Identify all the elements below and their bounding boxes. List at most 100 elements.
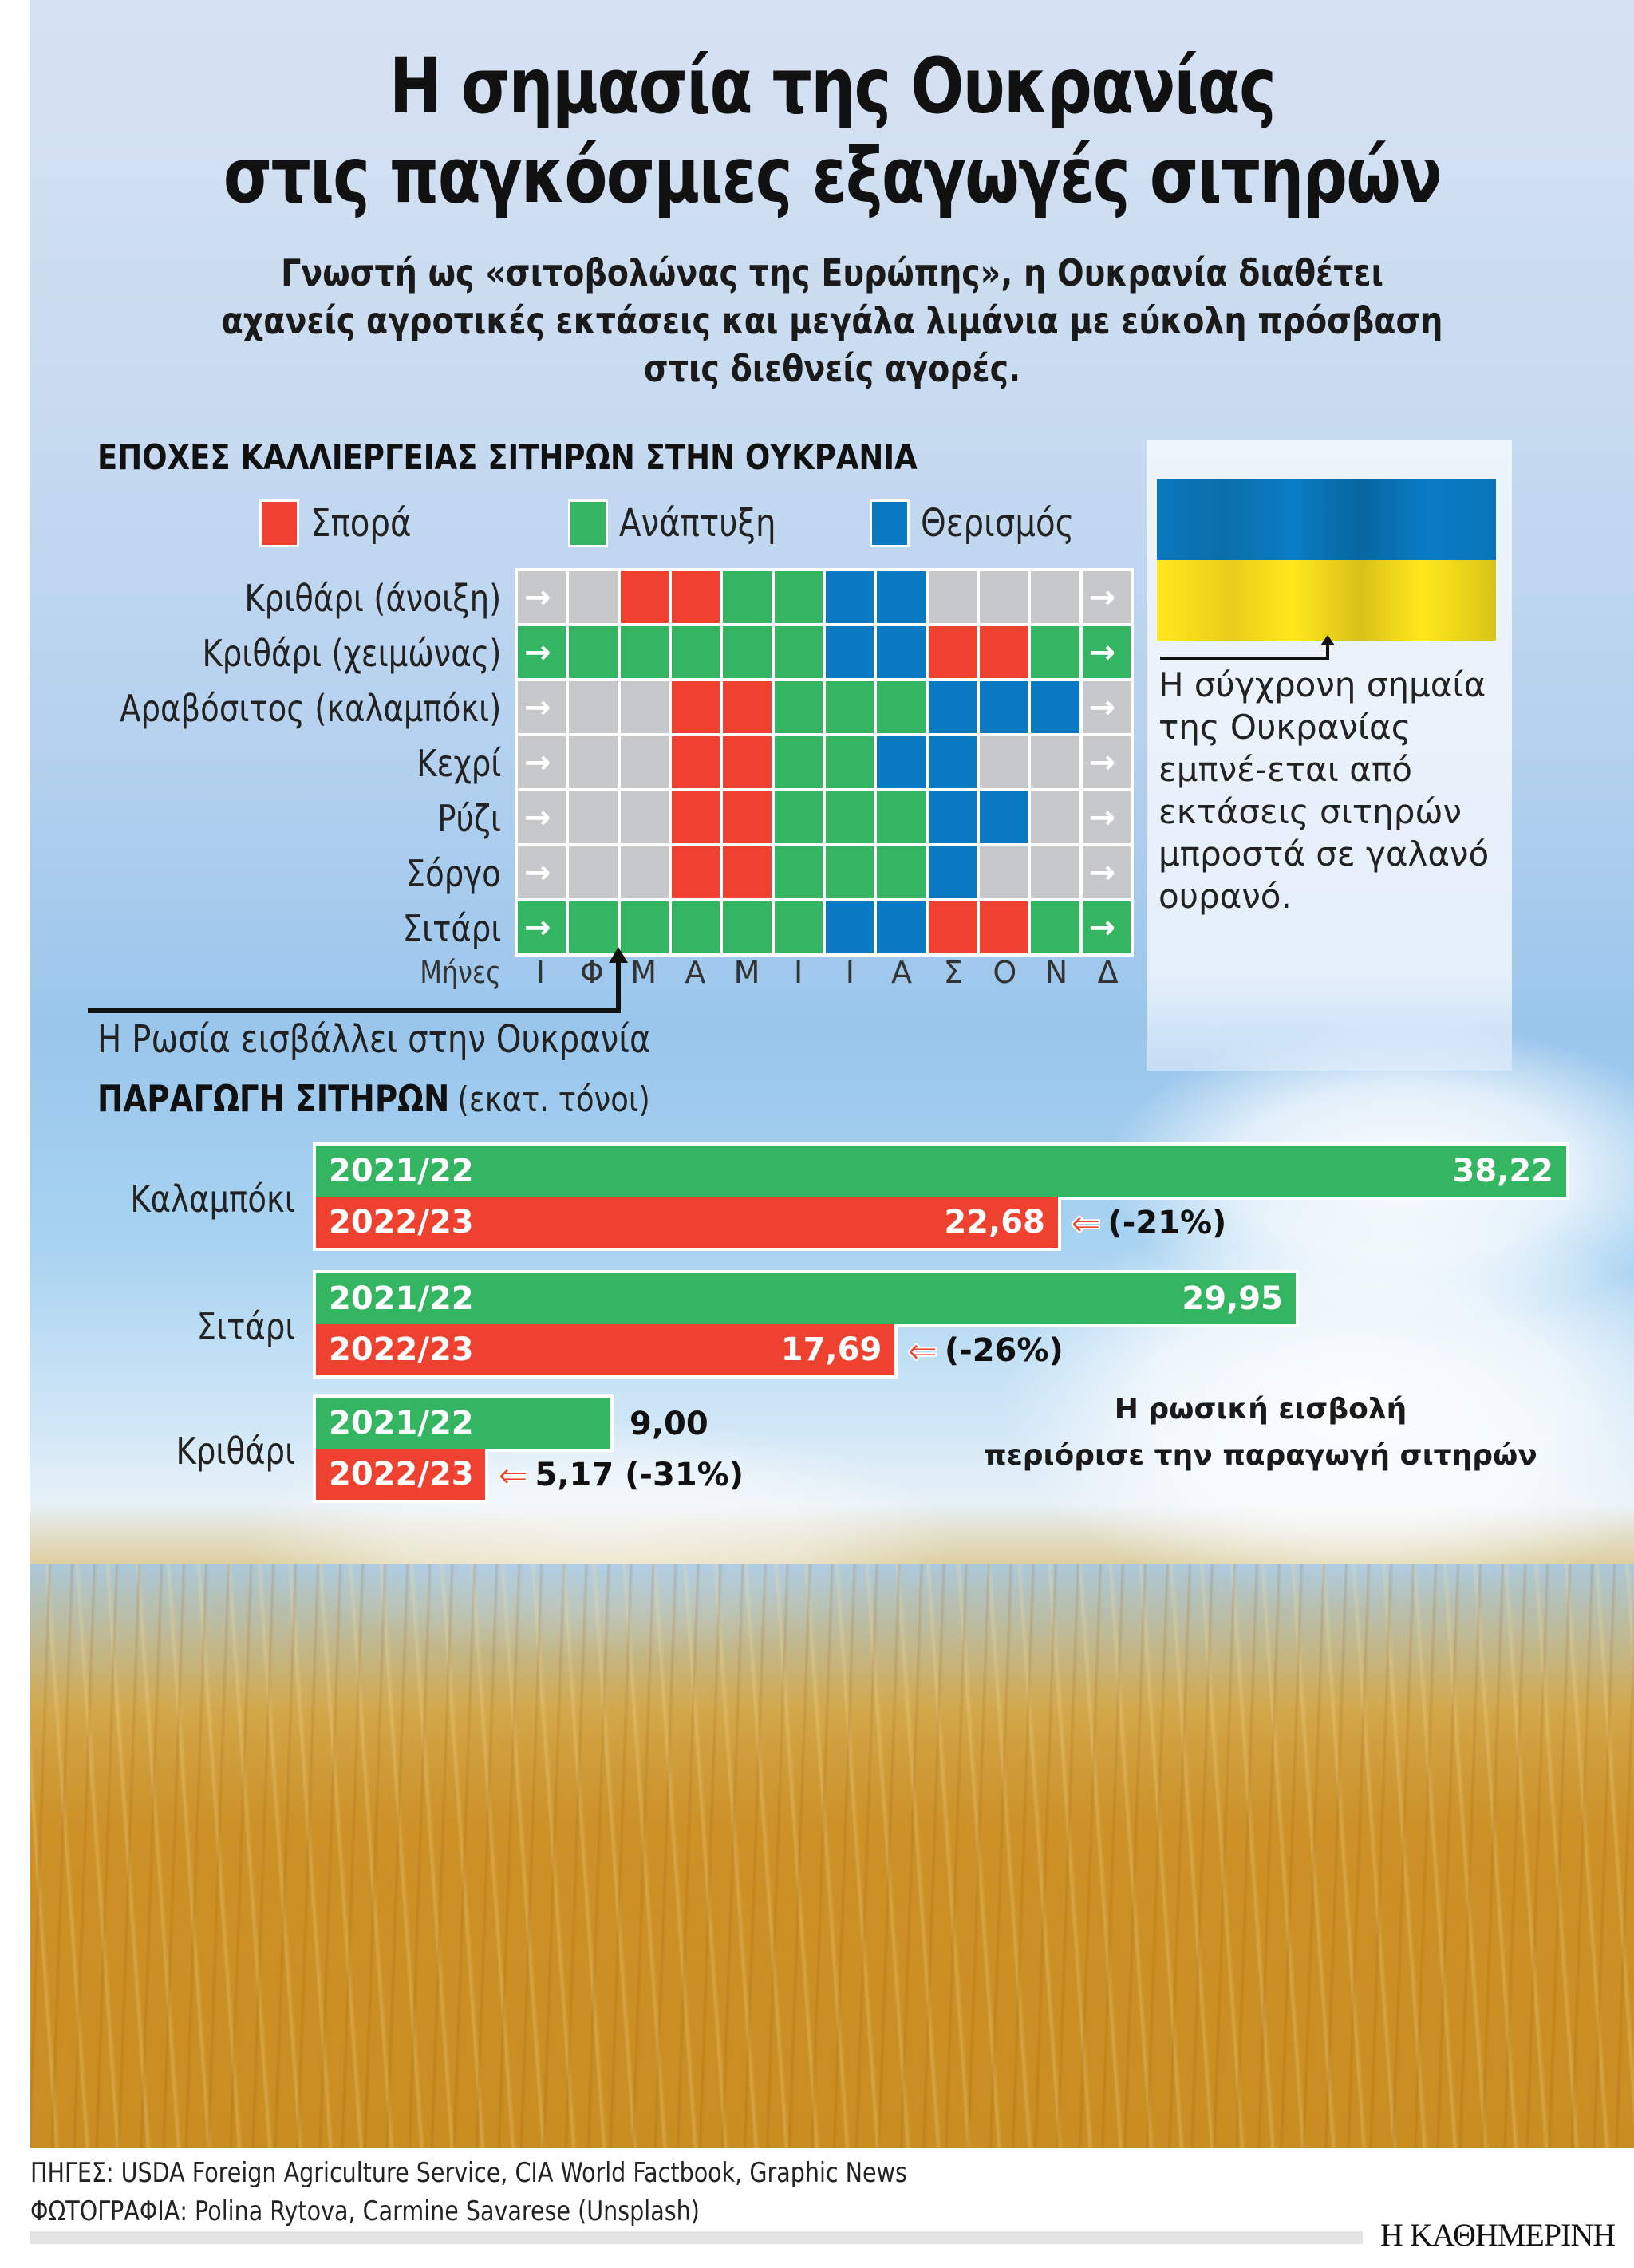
ukraine-flag-image	[1157, 479, 1496, 641]
calendar-cell	[723, 901, 772, 953]
calendar-cell	[620, 901, 669, 953]
bar-2021-22: 2021/22 38,22	[316, 1146, 1567, 1197]
calendar-cell: →	[518, 626, 566, 678]
legend-label-growth: Ανάπτυξη	[619, 501, 776, 546]
production-title-bold: ΠΑΡΑΓΩΓΗ ΣΙΤΗΡΩΝ	[97, 1077, 450, 1120]
calendar-cell	[825, 791, 874, 843]
bar-wrapper: 2022/23	[313, 1449, 488, 1503]
arrow-right-icon: →	[1088, 854, 1116, 891]
calendar-cell	[825, 626, 874, 678]
month-tick: Ι	[845, 955, 854, 990]
legend-label-sowing: Σπορά	[310, 501, 412, 546]
change-percent: 5,17 (-31%)	[535, 1457, 744, 1493]
month-tick: Μ	[630, 955, 657, 990]
bar-season-label: 2022/23	[329, 1204, 474, 1240]
calendar-cell	[979, 736, 1028, 788]
crop-label: Σόργο	[405, 852, 501, 895]
change-indicator: ⇐ (-21%)	[1070, 1201, 1227, 1245]
calendar-cell	[723, 681, 772, 733]
calendar-cell	[928, 846, 977, 898]
calendar-cell	[1031, 901, 1079, 953]
calendar-cell: →	[1082, 846, 1131, 898]
calendar-cell	[928, 681, 977, 733]
flag-pointer-line	[1326, 641, 1329, 660]
calendar-cell	[569, 626, 618, 678]
calendar-cell	[979, 681, 1028, 733]
crop-label: Σιτάρι	[402, 907, 501, 950]
arrow-right-icon: →	[524, 744, 551, 781]
footer-credits: ΠΗΓΕΣ: USDA Foreign Agriculture Service,…	[30, 2154, 907, 2231]
bar-value: 38,22	[1452, 1153, 1554, 1189]
calendar-cell	[723, 846, 772, 898]
calendar-cell	[979, 571, 1028, 623]
month-tick: Ν	[1044, 955, 1068, 990]
calendar-cell	[1031, 846, 1079, 898]
calendar-cell	[825, 901, 874, 953]
arrow-right-icon: →	[1088, 744, 1116, 781]
change-percent: (-26%)	[944, 1332, 1064, 1369]
months-axis-label: Μήνες	[420, 955, 501, 990]
calendar-cell	[877, 791, 926, 843]
calendar-cell: →	[518, 571, 566, 623]
calendar-cell	[877, 901, 926, 953]
calendar-cell	[877, 736, 926, 788]
flag-caption: Η σύγχρονη σημαία της Ουκρανίας εμπνέ-ετ…	[1158, 665, 1490, 916]
calendar-cell	[774, 846, 823, 898]
calendar-cell	[979, 626, 1028, 678]
calendar-cell	[774, 791, 823, 843]
calendar-cell	[620, 791, 669, 843]
calendar-cell	[825, 736, 874, 788]
publisher-logo: Η ΚΑΘΗΜΕΡΙΝΗ	[1380, 2217, 1616, 2253]
calendar-cell	[1031, 626, 1079, 678]
bar-value: 9,00	[630, 1406, 708, 1442]
arrow-right-icon: →	[524, 578, 551, 616]
arrow-right-icon: →	[524, 799, 551, 836]
bar-2021-22: 2021/22	[316, 1398, 610, 1449]
arrow-right-icon: →	[1088, 633, 1116, 671]
arrow-right-icon: →	[524, 854, 551, 891]
calendar-cell: →	[1082, 681, 1131, 733]
calendar-cell	[620, 571, 669, 623]
note-line-2: περιόρισε την παραγωγή σιτηρών	[984, 1439, 1537, 1472]
calendar-cell: →	[518, 901, 566, 953]
legend-swatch-harvest	[870, 499, 910, 547]
month-tick: Σ	[943, 955, 963, 990]
calendar-cell	[569, 791, 618, 843]
legend-sowing: Σπορά	[259, 499, 431, 548]
bar-value: 22,68	[944, 1204, 1045, 1240]
calendar-cell	[877, 626, 926, 678]
title-line-2: στις παγκόσμιες εξαγωγές σιτηρών	[223, 131, 1443, 220]
crop-label: Ρύζι	[437, 797, 501, 840]
calendar-cell	[569, 681, 618, 733]
month-tick: Φ	[580, 955, 604, 990]
bar-wrapper: 2021/22	[313, 1394, 614, 1452]
change-indicator: ⇐ 5,17 (-31%)	[497, 1453, 744, 1497]
calendar-cell	[1031, 791, 1079, 843]
calendar-cell	[723, 791, 772, 843]
calendar-cell	[877, 846, 926, 898]
subtitle: Γνωστή ως «σιτοβολώνας της Ευρώπης», η Ο…	[143, 249, 1522, 392]
arrow-left-icon: ⇐	[497, 1453, 530, 1497]
calendar-cell	[671, 681, 720, 733]
crop-label: Κριθάρι (χειμώνας)	[201, 632, 501, 675]
calendar-cell	[774, 626, 823, 678]
calendar-cell	[1031, 681, 1079, 733]
production-unit: (εκατ. τόνοι)	[457, 1079, 650, 1120]
arrow-right-icon: →	[1088, 578, 1116, 616]
calendar-cell: →	[518, 846, 566, 898]
flag-pointer-baseline	[1160, 657, 1329, 660]
calendar-cell	[979, 791, 1028, 843]
wheat-field-photo	[30, 1564, 1634, 2148]
legend-label-harvest: Θερισμός	[921, 501, 1075, 546]
calendar-cell	[671, 571, 720, 623]
calendar-cell	[620, 846, 669, 898]
calendar-cell	[1031, 571, 1079, 623]
month-tick: Ι	[535, 955, 545, 990]
crop-label: Αραβόσιτος (καλαμπόκι)	[119, 687, 501, 730]
calendar-cell	[1031, 736, 1079, 788]
bar-category-label: Σιτάρι	[196, 1305, 295, 1348]
bar-category-label: Καλαμπόκι	[130, 1177, 295, 1221]
arrow-right-icon: →	[524, 909, 551, 946]
change-percent: (-21%)	[1107, 1205, 1227, 1241]
